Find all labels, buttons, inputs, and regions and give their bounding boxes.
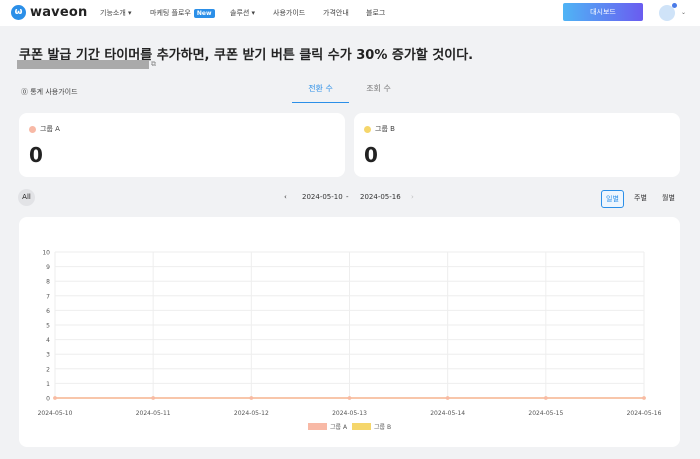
nav-blog[interactable]: 블로그 [366, 9, 386, 17]
nav-solutions[interactable]: 솔루션 ▾ [230, 9, 256, 17]
group-b-value: 0 [364, 143, 378, 167]
data-point [53, 396, 57, 400]
data-point [151, 396, 155, 400]
redacted-url [17, 60, 149, 69]
group-b-card: 그룹 B 0 [354, 113, 680, 177]
y-tick-label: 9 [46, 264, 50, 271]
date-separator: - [346, 193, 349, 201]
data-point [445, 396, 450, 400]
y-tick-label: 5 [46, 323, 50, 330]
data-point [249, 396, 254, 400]
y-tick-label: 7 [46, 293, 50, 300]
y-tick-label: 10 [42, 250, 50, 257]
period-daily[interactable]: 일별 [601, 190, 624, 208]
group-a-dot [29, 125, 36, 133]
logo-icon: ω [11, 5, 26, 20]
legend-label: 그룹 B [374, 424, 391, 431]
y-tick-label: 8 [46, 279, 50, 286]
legend-swatch [308, 423, 327, 430]
external-link-icon[interactable]: ⧉ [151, 60, 156, 68]
y-tick-label: 1 [46, 381, 50, 388]
y-tick-label: 3 [46, 352, 50, 359]
prev-date-button[interactable]: ‹ [284, 193, 287, 201]
group-b-dot [364, 125, 371, 133]
avatar[interactable] [659, 3, 677, 21]
nav-features[interactable]: 기능소개 ▾ [100, 9, 132, 17]
next-date-button[interactable]: › [411, 193, 414, 201]
x-tick-label: 2024-05-12 [234, 410, 269, 417]
chart-card: 0 1 2 3 4 5 6 7 8 9 10 2024-05-10 2024-05-11 2024-05-… [19, 217, 680, 447]
x-tick-label: 2024-05-15 [528, 410, 563, 417]
x-tick-label: 2024-05-11 [136, 410, 171, 417]
group-a-value: 0 [29, 143, 43, 167]
logo-text: waveon [30, 5, 88, 20]
stats-guide-link[interactable]: ⓪ 통계 사용가이드 [21, 88, 78, 96]
top-nav: ω waveon 기능소개 ▾ 마케팅 플로우 New 솔루션 ▾ 사용가이드 가격… [0, 0, 700, 26]
x-tick-label: 2024-05-13 [332, 410, 367, 417]
y-tick-label: 0 [46, 396, 50, 403]
nav-pricing[interactable]: 가격안내 [323, 9, 349, 17]
start-date[interactable]: 2024-05-10 [302, 193, 343, 201]
line-chart: 0 1 2 3 4 5 6 7 8 9 10 2024-05-10 2024-05-11 2024-05-… [38, 250, 662, 432]
all-button[interactable]: All [18, 189, 35, 206]
end-date[interactable]: 2024-05-16 [360, 193, 401, 201]
legend-label: 그룹 A [330, 424, 348, 431]
period-monthly[interactable]: 월별 [662, 194, 675, 202]
nav-marketing-label: 마케팅 플로우 [150, 9, 191, 17]
period-weekly[interactable]: 주별 [634, 194, 647, 202]
tab-conversions[interactable]: 전환 수 [292, 83, 349, 103]
data-point [544, 396, 548, 400]
group-b-label: 그룹 B [375, 125, 395, 133]
chevron-down-icon[interactable]: ⌄ [681, 9, 687, 16]
tab-views[interactable]: 조회 수 [366, 84, 391, 93]
y-tick-label: 2 [46, 366, 50, 373]
nav-guide[interactable]: 사용가이드 [273, 9, 306, 17]
y-tick-label: 6 [46, 308, 50, 315]
new-badge: New [193, 9, 215, 18]
x-tick-label: 2024-05-10 [38, 410, 73, 417]
x-tick-label: 2024-05-14 [430, 410, 465, 417]
logo[interactable]: ω waveon [11, 5, 87, 20]
group-a-card: 그룹 A 0 [19, 113, 345, 177]
nav-marketing-flow[interactable]: 마케팅 플로우 New [150, 8, 215, 18]
dashboard-button[interactable]: 대시보드 [563, 3, 643, 21]
x-tick-label: 2024-05-16 [627, 410, 662, 417]
y-tick-label: 4 [46, 337, 50, 344]
page-title: 쿠폰 발급 기간 타이머를 추가하면, 쿠폰 받기 버튼 클릭 수가 30% 증… [19, 48, 474, 63]
group-a-label: 그룹 A [40, 125, 60, 133]
legend-swatch [352, 423, 371, 430]
data-point [642, 396, 646, 400]
data-point [347, 396, 352, 400]
